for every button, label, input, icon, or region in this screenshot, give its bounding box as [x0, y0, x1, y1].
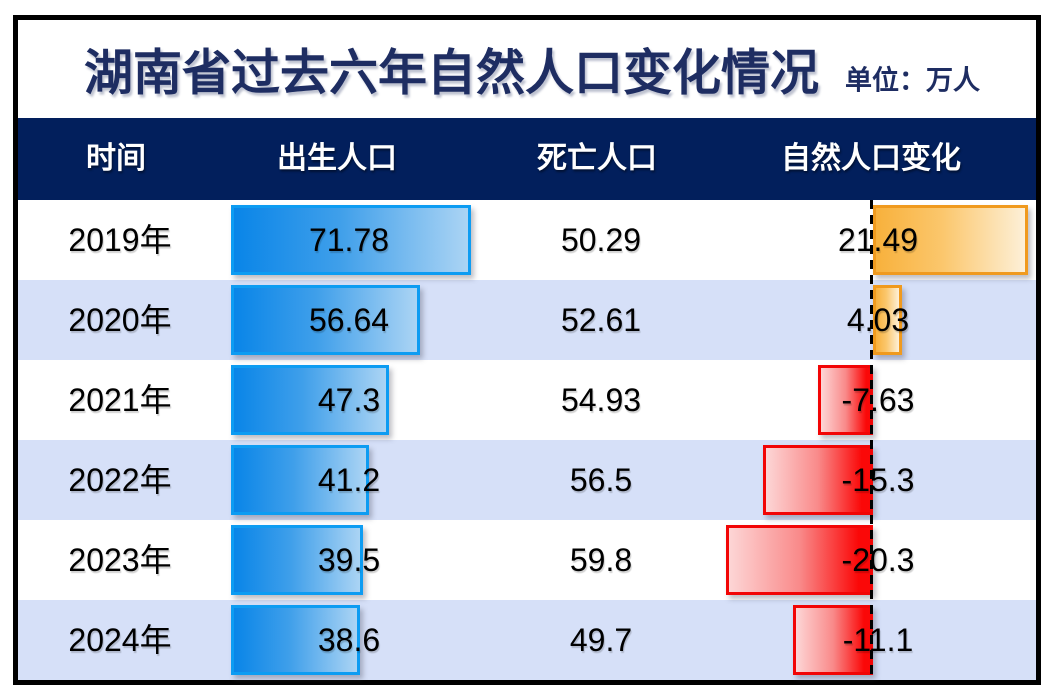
death-value: 56.5 — [569, 462, 633, 498]
birth-value: 56.64 — [308, 302, 390, 338]
change-value: 21.49 — [837, 222, 919, 258]
year-label: 2022年 — [68, 462, 172, 498]
birth-value: 41.2 — [317, 462, 381, 498]
infographic-frame: 湖南省过去六年自然人口变化情况 单位：万人 时间 出生人口 死亡人口 自然人口变… — [13, 15, 1041, 685]
death-value: 59.8 — [569, 542, 633, 578]
birth-bar — [231, 285, 421, 355]
birth-value: 71.78 — [308, 222, 390, 258]
change-bar — [726, 525, 873, 595]
birth-value: 39.5 — [317, 542, 381, 578]
change-bar — [792, 605, 873, 675]
table-row: 2023年 39.5 59.8 -20.3 — [18, 520, 1036, 600]
table-header: 时间 出生人口 死亡人口 自然人口变化 — [18, 118, 1036, 200]
change-value: -15.3 — [841, 462, 915, 498]
year-label: 2024年 — [68, 622, 172, 658]
table-body: 2019年 71.78 50.29 21.49 2020年 56.64 52.6… — [18, 200, 1036, 680]
column-header-birth: 出生人口 — [277, 142, 397, 175]
page-title: 湖南省过去六年自然人口变化情况 — [84, 46, 820, 101]
birth-bar — [231, 605, 360, 675]
death-value: 50.29 — [560, 222, 642, 258]
table-row: 2022年 41.2 56.5 -15.3 — [18, 440, 1036, 520]
birth-bar — [231, 205, 471, 275]
year-label: 2019年 — [68, 222, 172, 258]
column-header-change: 自然人口变化 — [781, 142, 961, 175]
change-value: -20.3 — [841, 542, 915, 578]
table-row: 2021年 47.3 54.93 -7.63 — [18, 360, 1036, 440]
table-row: 2019年 71.78 50.29 21.49 — [18, 200, 1036, 280]
death-value: 49.7 — [569, 622, 633, 658]
death-value: 54.93 — [560, 382, 642, 418]
year-label: 2020年 — [68, 302, 172, 338]
title-area: 湖南省过去六年自然人口变化情况 单位：万人 — [18, 20, 1036, 118]
birth-bar — [231, 445, 369, 515]
birth-bar — [231, 525, 363, 595]
birth-value: 47.3 — [317, 382, 381, 418]
death-value: 52.61 — [560, 302, 642, 338]
table-row: 2024年 38.6 49.7 -11.1 — [18, 600, 1036, 680]
change-bar — [873, 285, 903, 355]
change-value: -7.63 — [841, 382, 915, 418]
year-label: 2023年 — [68, 542, 172, 578]
birth-value: 38.6 — [317, 622, 381, 658]
zero-axis-dashed-line — [870, 200, 873, 680]
change-bar — [873, 205, 1029, 275]
change-value: -11.1 — [842, 622, 914, 658]
column-header-death: 死亡人口 — [537, 142, 657, 175]
change-bar — [762, 445, 873, 515]
column-header-time: 时间 — [86, 142, 146, 175]
change-value: 4.03 — [846, 302, 910, 338]
table-row: 2020年 56.64 52.61 4.03 — [18, 280, 1036, 360]
year-label: 2021年 — [68, 382, 172, 418]
birth-bar — [231, 365, 390, 435]
unit-label: 单位：万人 — [845, 65, 980, 96]
